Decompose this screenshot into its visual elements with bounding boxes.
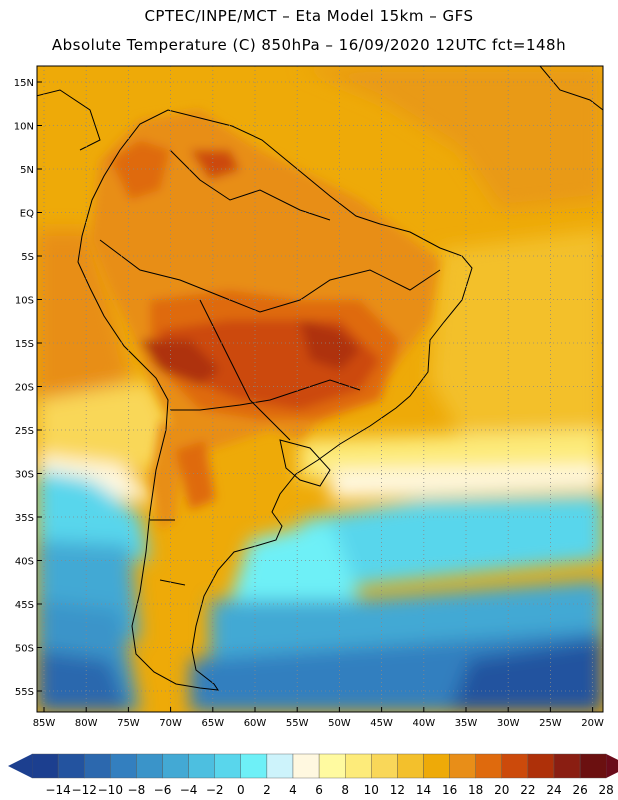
colorbar-label: −10: [98, 783, 123, 797]
colorbar-label: −2: [206, 783, 224, 797]
lat-label: 5S: [21, 252, 34, 263]
colorbar-swatch: [345, 753, 372, 779]
colorbar-swatch: [527, 753, 555, 779]
lat-label: 30S: [15, 470, 34, 481]
colorbar-label: 22: [520, 783, 535, 797]
lat-label: 35S: [15, 513, 34, 524]
colorbar-swatch: [397, 753, 424, 779]
colorbar-label: −6: [154, 783, 172, 797]
country-outlines: [37, 66, 603, 691]
lon-label: 80W: [75, 718, 98, 729]
colorbar-label: −4: [180, 783, 198, 797]
lon-label: 65W: [201, 718, 224, 729]
colorbar-label: −12: [72, 783, 97, 797]
lon-label: 85W: [33, 718, 56, 729]
lat-label: 45S: [15, 600, 34, 611]
colorbar-swatch: [83, 753, 111, 779]
colorbar-label: 16: [442, 783, 457, 797]
colorbar-swatch: [214, 753, 241, 779]
colorbar-label: 28: [599, 783, 614, 797]
colorbar-label: 20: [494, 783, 509, 797]
lat-label: 15N: [14, 78, 34, 89]
colorbar-swatch: [110, 753, 137, 779]
colorbar-swatch: [31, 753, 59, 779]
lon-label: 75W: [117, 718, 140, 729]
colorbar-min-arrow: [8, 754, 32, 778]
lon-label: 40W: [412, 718, 435, 729]
colorbar-swatch: [57, 753, 85, 779]
lat-label: 20S: [15, 383, 34, 394]
colorbar-max-arrow: [606, 754, 618, 778]
colorbar-label: 6: [315, 783, 323, 797]
colorbar-swatch: [240, 753, 268, 779]
temperature-map: 15N 10N 5N EQ 5S 10S 15S 20S 25S 30S 35S 40S 45S 50S 5…: [14, 65, 604, 729]
colorbar-swatch: [579, 753, 607, 779]
colorbar-label: 10: [364, 783, 379, 797]
colorbar-label: −8: [128, 783, 146, 797]
colorbar-swatch: [136, 753, 163, 779]
lat-label: 10N: [14, 122, 34, 133]
colorbar-label: 2: [263, 783, 271, 797]
lon-label: 55W: [286, 718, 309, 729]
colorbar-swatch: [501, 753, 529, 779]
temperature-field: [37, 66, 603, 712]
colorbar-swatch: [318, 753, 346, 779]
lat-label: EQ: [20, 209, 34, 220]
lon-label: 45W: [370, 718, 393, 729]
colorbar-swatch: [371, 753, 398, 779]
colorbar-swatch: [423, 753, 450, 779]
latitude-labels: 15N 10N 5N EQ 5S 10S 15S 20S 25S 30S 35S 40S 45S 50S 5…: [14, 78, 42, 698]
lat-label: 15S: [15, 339, 34, 350]
lat-label: 5N: [20, 165, 34, 176]
map-frame: [36, 65, 604, 713]
map-title: CPTEC/INPE/MCT – Eta Model 15km – GFS: [144, 7, 474, 25]
colorbar-label: 24: [546, 783, 561, 797]
colorbar-swatch: [162, 753, 189, 779]
lat-label: 25S: [15, 426, 34, 437]
colorbar-swatch: [292, 753, 320, 779]
lon-label: 60W: [244, 718, 267, 729]
lon-label: 35W: [455, 718, 478, 729]
lon-label: 20W: [581, 718, 604, 729]
lat-label: 40S: [15, 557, 34, 568]
lon-label: 30W: [497, 718, 520, 729]
lon-label: 70W: [159, 718, 182, 729]
colorbar-swatch: [188, 753, 215, 779]
map-subtitle: Absolute Temperature (C) 850hPa – 16/09/…: [51, 36, 567, 54]
lat-label: 10S: [15, 296, 34, 307]
colorbar-swatch: [553, 753, 581, 779]
colorbar-label: 26: [572, 783, 587, 797]
colorbar-label: 14: [416, 783, 431, 797]
colorbar-label: 8: [341, 783, 349, 797]
colorbar-swatch: [449, 753, 476, 779]
colorbar-label: 18: [468, 783, 483, 797]
lon-label: 50W: [328, 718, 351, 729]
lat-label: 50S: [15, 644, 34, 655]
lat-label: 55S: [15, 687, 34, 698]
longitude-labels: 85W 80W 75W 70W 65W 60W 55W 50W 45W 40W 35W 30W 25W 2…: [33, 707, 604, 729]
colorbar-label: −14: [45, 783, 70, 797]
colorbar-label: 4: [289, 783, 297, 797]
colorbar-label: 0: [237, 783, 245, 797]
lon-label: 25W: [539, 718, 562, 729]
colorbar-swatch: [475, 753, 503, 779]
colorbar-label: 12: [390, 783, 405, 797]
colorbar: −14 −12 −10 −8 −6 −4 −2 0 2 4 6 8 10 12 14 16 18 20 22 24 26…: [8, 753, 618, 797]
colorbar-swatch: [266, 753, 294, 779]
south-america-coast: [77, 109, 473, 691]
